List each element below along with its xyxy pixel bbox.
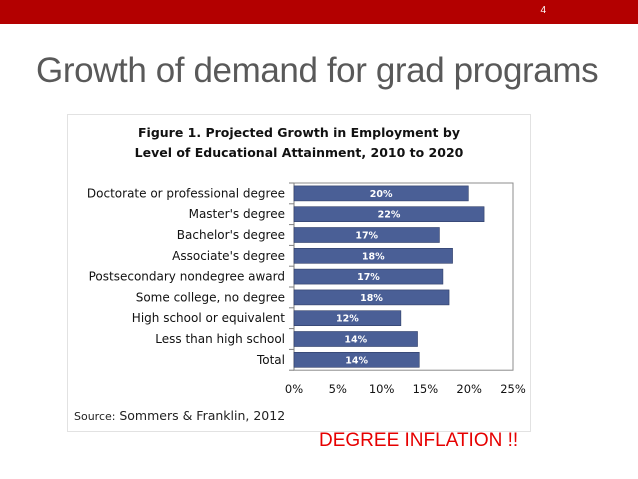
category-label: Master's degree [189, 207, 285, 221]
source-text: Sommers & Franklin, 2012 [119, 408, 286, 423]
bar [293, 289, 450, 306]
category-label: Associate's degree [172, 249, 285, 263]
bar [293, 352, 420, 368]
x-tick-label: 5% [329, 382, 347, 396]
category-label: Bachelor's degree [177, 228, 285, 242]
data-label: 22% [378, 210, 401, 221]
category-label: Postsecondary nondegree award [89, 270, 285, 284]
degree-inflation-callout: DEGREE INFLATION !! [319, 430, 519, 451]
source-label: Source: [74, 410, 116, 423]
slide-title: Growth of demand for grad programs [36, 51, 599, 90]
category-label: Doctorate or professional degree [87, 186, 285, 200]
x-tick-label: 25% [500, 382, 526, 396]
category-label: Some college, no degree [136, 290, 285, 304]
bar-chart: Doctorate or professional degree 20% Maste… [87, 182, 526, 396]
figure-title-line-1: Figure 1. Projected Growth in Employment… [138, 125, 460, 140]
x-tick-label: 0% [285, 382, 303, 396]
x-tick-label: 15% [413, 382, 439, 396]
page-number: 4 [540, 5, 546, 16]
bar [293, 206, 485, 222]
figure-panel: Figure 1. Projected Growth in Employment… [67, 114, 531, 432]
data-label: 17% [357, 272, 380, 283]
figure-title: Figure 1. Projected Growth in Employment… [68, 123, 530, 163]
category-label: High school or equivalent [132, 311, 285, 325]
data-label: 17% [355, 231, 378, 242]
slide-header-bar: 4 [0, 0, 638, 24]
x-tick-label: 20% [456, 382, 482, 396]
data-label: 14% [345, 355, 368, 366]
data-label: 14% [344, 335, 367, 346]
data-label: 18% [362, 251, 385, 262]
bar [293, 310, 402, 326]
x-tick-label: 10% [369, 382, 395, 396]
bar [293, 248, 453, 264]
data-label: 20% [370, 189, 393, 200]
category-label: Less than high school [155, 332, 285, 346]
bar [293, 185, 469, 202]
data-label: 18% [360, 293, 383, 304]
category-label: Total [256, 353, 285, 367]
bar [293, 268, 444, 285]
bar [293, 331, 418, 347]
figure-source: Source: Sommers & Franklin, 2012 [74, 408, 285, 423]
data-label: 12% [336, 314, 359, 325]
bar [293, 227, 440, 243]
figure-title-line-2: Level of Educational Attainment, 2010 to… [134, 145, 464, 160]
